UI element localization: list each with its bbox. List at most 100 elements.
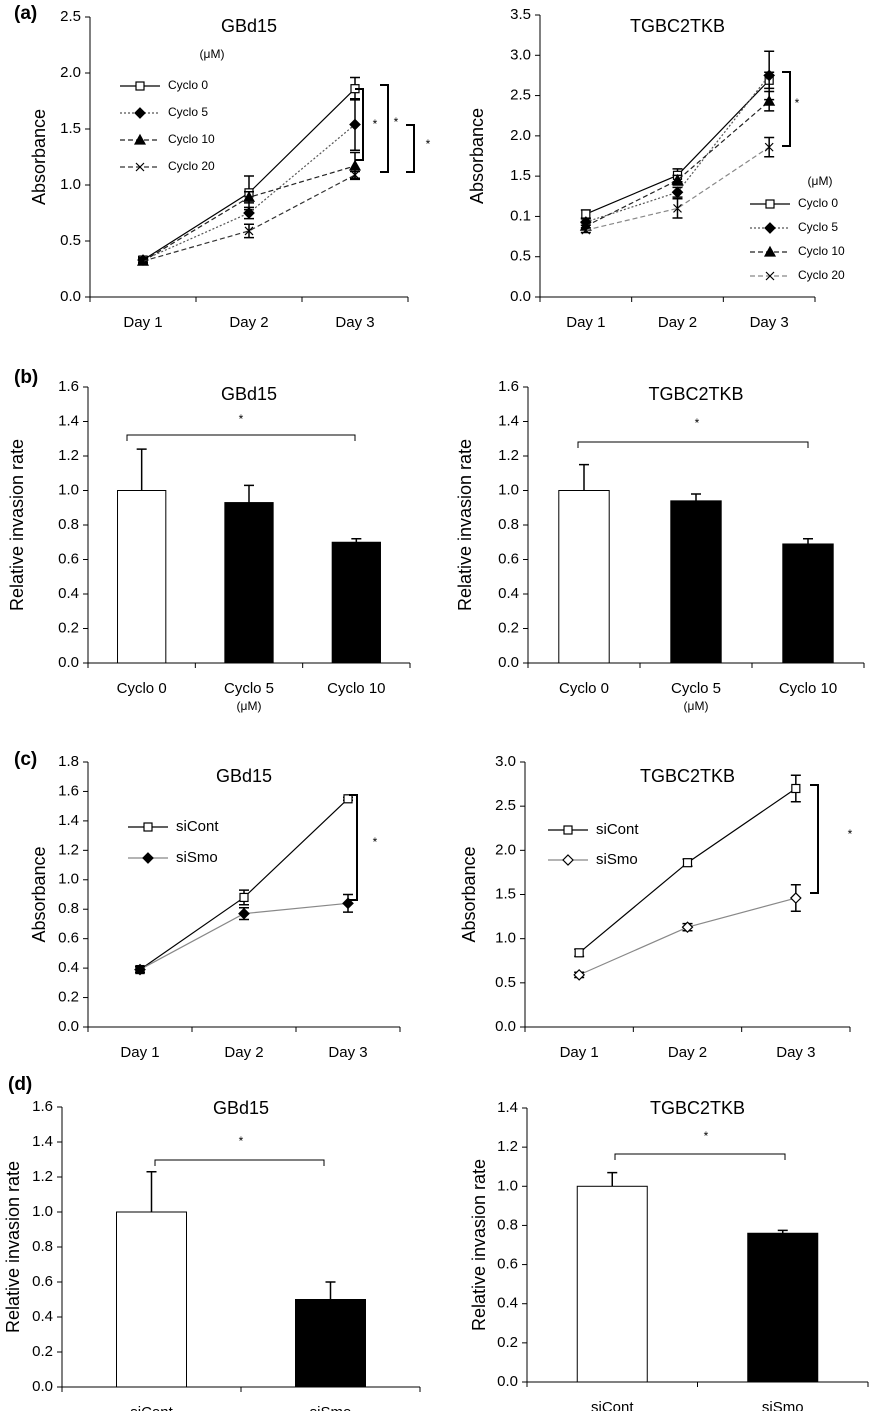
y-axis-label: Relative invasion rate — [455, 439, 475, 611]
significance-bracket — [126, 434, 356, 441]
x-tick-label: siSmo — [762, 1399, 804, 1411]
y-tick-label: 2.0 — [495, 841, 516, 858]
series-line — [139, 798, 349, 971]
error-bar — [803, 538, 813, 544]
y-tick-label: 0.8 — [498, 516, 519, 533]
significance-bracket — [355, 88, 364, 161]
significance-bracket — [380, 84, 389, 173]
y-tick-label: 0.4 — [58, 585, 79, 602]
error-bar — [351, 538, 362, 543]
y-tick-label: 1.5 — [60, 120, 81, 137]
significance-bracket — [810, 784, 819, 894]
y-tick-label: 0.4 — [32, 1308, 53, 1325]
y-tick-label: 0.0 — [495, 1018, 516, 1035]
legend-label: Cyclo 20 — [798, 268, 845, 282]
error-bar — [777, 1229, 788, 1234]
y-tick-label: 0.2 — [497, 1334, 518, 1351]
bar — [747, 1232, 819, 1383]
error-bar — [691, 493, 701, 501]
y-tick-label: 1.2 — [498, 447, 519, 464]
point — [342, 897, 354, 910]
y-tick-label: 1.2 — [32, 1168, 53, 1185]
bar — [558, 490, 610, 664]
y-tick-label: 1.5 — [495, 885, 516, 902]
point — [138, 256, 148, 266]
point — [239, 892, 249, 903]
panel-label: (b) — [14, 367, 38, 388]
x-tick-label: siCont — [591, 1399, 634, 1411]
chart-title: TGBC2TKB — [630, 16, 725, 36]
legend-label: Cyclo 20 — [168, 159, 215, 173]
y-tick-label: 0.0 — [58, 654, 79, 671]
y-tick-label: 1.2 — [497, 1138, 518, 1155]
chart-title: TGBC2TKB — [640, 766, 735, 786]
point — [791, 783, 801, 794]
significance-star: * — [695, 416, 700, 430]
y-axis-label: Absorbance — [459, 846, 479, 942]
point — [763, 94, 776, 106]
point — [581, 225, 591, 235]
y-tick-label: 1.8 — [58, 753, 79, 770]
legend-marker — [135, 162, 145, 172]
y-tick-label: 0.5 — [495, 974, 516, 991]
point — [763, 69, 776, 82]
significance-star: * — [394, 115, 399, 129]
legend-marker — [134, 107, 146, 119]
significance-star: * — [848, 827, 853, 841]
significance-bracket — [577, 441, 809, 448]
y-tick-label: 1.4 — [58, 412, 79, 429]
y-tick-label: 0.8 — [497, 1216, 518, 1233]
point — [243, 207, 255, 219]
error-bar — [244, 484, 254, 503]
legend-marker — [133, 133, 147, 145]
point — [671, 173, 684, 185]
point — [350, 170, 360, 180]
y-tick-label: 0.5 — [510, 248, 531, 265]
x-tick-label: siCont — [130, 1404, 173, 1411]
y-tick-label: 1.0 — [497, 1177, 518, 1194]
point — [574, 948, 584, 958]
error-bar — [607, 1171, 618, 1187]
y-tick-label: 0.8 — [58, 900, 79, 917]
point — [349, 118, 361, 131]
chart-title: GBd15 — [216, 766, 272, 786]
point — [343, 794, 353, 804]
y-tick-label: 1.4 — [497, 1099, 518, 1116]
chart-title: TGBC2TKB — [650, 1098, 745, 1118]
point — [764, 142, 774, 152]
bar — [116, 1211, 187, 1388]
x-tick-label: Cyclo 5 — [671, 680, 721, 697]
significance-bracket — [406, 124, 415, 173]
y-tick-label: 0.0 — [498, 654, 519, 671]
significance-star: * — [239, 1134, 244, 1148]
panel-label: (a) — [14, 3, 37, 24]
legend-title: (μM) — [200, 47, 225, 61]
y-tick-label: 0.2 — [498, 619, 519, 636]
error-bar — [136, 448, 147, 491]
legend-label: Cyclo 10 — [168, 132, 215, 146]
legend-label: siSmo — [596, 851, 638, 868]
bar — [782, 543, 834, 664]
x-tick-label: Day 2 — [229, 314, 268, 331]
x-tick-label: Cyclo 0 — [117, 680, 167, 697]
legend-marker — [142, 852, 154, 864]
point — [134, 963, 146, 976]
y-tick-label: 1.0 — [32, 1203, 53, 1220]
series-line — [578, 897, 796, 976]
y-tick-label: 1.6 — [498, 378, 519, 395]
y-tick-label: 1.4 — [32, 1133, 53, 1150]
x-tick-label: Cyclo 0 — [559, 680, 609, 697]
bar — [295, 1299, 366, 1388]
x-tick-label: Day 1 — [566, 314, 605, 331]
bar — [224, 502, 274, 664]
chart-title: GBd15 — [221, 384, 277, 404]
y-tick-label: 1.6 — [58, 782, 79, 799]
y-tick-label: 2.5 — [495, 797, 516, 814]
error-bar — [579, 463, 589, 491]
legend-marker — [562, 854, 574, 866]
y-tick-label: 3.0 — [495, 753, 516, 770]
y-tick-label: 2.0 — [60, 64, 81, 81]
y-tick-label: 3.0 — [510, 46, 531, 63]
significance-star: * — [373, 835, 378, 849]
x-tick-label: Day 2 — [224, 1044, 263, 1061]
